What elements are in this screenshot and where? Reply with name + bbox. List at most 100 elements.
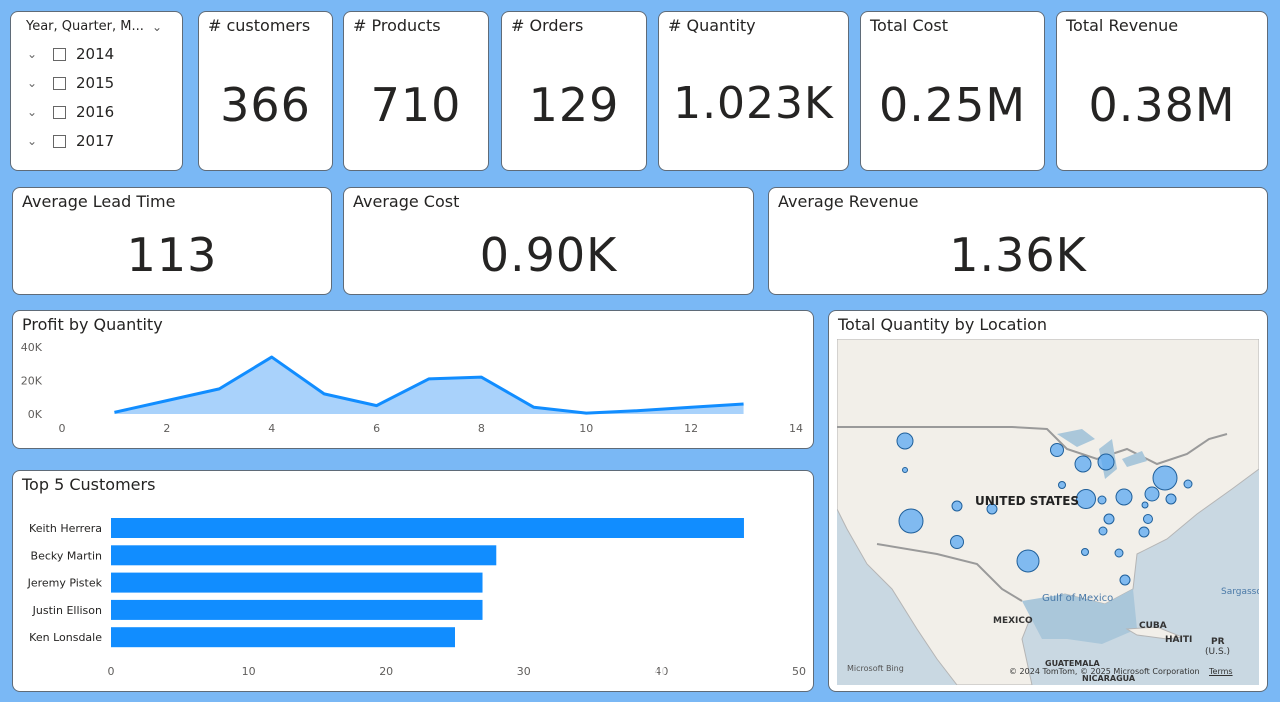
- kpi-average-revenue: Average Revenue 1.36K: [768, 187, 1268, 295]
- x-tick-label: 10: [242, 665, 256, 678]
- data-point[interactable]: [322, 392, 326, 396]
- map-canvas[interactable]: UNITED STATES Gulf of Mexico MEXICO CUBA…: [837, 339, 1259, 685]
- x-tick-label: 6: [373, 422, 380, 435]
- x-tick-label: 0: [108, 665, 115, 678]
- bubble: [1143, 514, 1153, 524]
- bubble: [1144, 486, 1160, 502]
- bar[interactable]: [111, 518, 744, 538]
- great-lakes: [1057, 429, 1147, 479]
- category-label: Keith Herrera: [29, 522, 102, 535]
- bubble: [1114, 548, 1124, 558]
- checkbox[interactable]: [53, 76, 66, 90]
- data-point[interactable]: [427, 377, 431, 381]
- data-point[interactable]: [742, 402, 746, 406]
- slicer-item-2015[interactable]: ⌄ 2015: [27, 72, 114, 94]
- slicer-item-2017[interactable]: ⌄ 2017: [27, 130, 114, 152]
- kpi-title: # customers: [208, 16, 311, 35]
- checkbox[interactable]: [53, 47, 66, 61]
- chart-title: Profit by Quantity: [22, 315, 163, 334]
- category-label: Justin Ellison: [32, 604, 102, 617]
- kpi-value: 1.023K: [673, 78, 834, 129]
- quantity-by-location-map[interactable]: Total Quantity by Location: [828, 310, 1268, 692]
- bubble: [1097, 495, 1107, 505]
- x-tick-label: 10: [579, 422, 593, 435]
- kpi-title: Average Cost: [353, 192, 460, 211]
- data-point[interactable]: [165, 399, 169, 403]
- data-point[interactable]: [637, 409, 641, 413]
- kpi-products: # Products 710: [343, 11, 489, 171]
- kpi-value: 710: [370, 78, 462, 132]
- kpi-average-lead-time: Average Lead Time 113: [12, 187, 332, 295]
- kpi-title: Average Lead Time: [22, 192, 176, 211]
- slicer-item-label: 2015: [76, 74, 115, 92]
- kpi-value: 113: [126, 228, 218, 282]
- top-5-customers-chart[interactable]: Top 5 Customers Keith Herrera Becky Marti…: [12, 470, 814, 692]
- kpi-title: # Quantity: [668, 16, 756, 35]
- profit-by-quantity-chart[interactable]: Profit by Quantity 0K 20K 40K 0 2 4 6 8 10 12 14: [12, 310, 814, 449]
- data-point[interactable]: [375, 404, 379, 408]
- slicer-item-label: 2014: [76, 45, 115, 63]
- x-tick-label: 12: [684, 422, 698, 435]
- data-point[interactable]: [112, 410, 116, 414]
- x-tick-label: 8: [478, 422, 485, 435]
- chevron-down-icon[interactable]: ⌄: [27, 47, 38, 61]
- date-slicer[interactable]: Year, Quarter, M... ⌄ ⌄ 2014 ⌄ 2015 ⌄ 20…: [10, 11, 183, 171]
- bar[interactable]: [111, 545, 497, 566]
- chevron-down-icon[interactable]: ⌄: [152, 20, 163, 34]
- bubble: [1076, 489, 1096, 509]
- bar[interactable]: [111, 599, 483, 620]
- data-point[interactable]: [532, 405, 536, 409]
- area-fill: [114, 357, 744, 414]
- bar[interactable]: [111, 572, 483, 593]
- data-point[interactable]: [689, 405, 693, 409]
- kpi-value: 0.38M: [1088, 78, 1236, 132]
- kpi-title: # Orders: [511, 16, 584, 35]
- bubble: [1138, 526, 1150, 538]
- slicer-item-2014[interactable]: ⌄ 2014: [27, 43, 114, 65]
- data-point[interactable]: [217, 387, 221, 391]
- watermark-arabic: مستقل: [562, 608, 731, 662]
- checkbox[interactable]: [53, 134, 66, 148]
- data-point[interactable]: [479, 375, 483, 379]
- bubble: [1152, 465, 1178, 491]
- category-label: Ken Lonsdale: [29, 631, 102, 644]
- category-label: Jeremy Pistek: [27, 577, 103, 590]
- data-point[interactable]: [270, 355, 274, 359]
- chart-title: Total Quantity by Location: [838, 315, 1048, 334]
- bubble: [986, 503, 998, 515]
- cuba-island: [1125, 626, 1184, 640]
- kpi-value: 1.36K: [949, 228, 1087, 282]
- watermark: مستقل mostaql.com: [562, 612, 730, 684]
- kpi-value: 129: [528, 78, 620, 132]
- bubble: [896, 432, 914, 450]
- data-point[interactable]: [584, 411, 588, 415]
- bubble: [1165, 493, 1177, 505]
- x-tick-label: 30: [517, 665, 531, 678]
- x-tick-label: 4: [268, 422, 275, 435]
- chevron-down-icon[interactable]: ⌄: [27, 134, 38, 148]
- kpi-orders: # Orders 129: [501, 11, 647, 171]
- bubble: [1103, 513, 1115, 525]
- kpi-title: Total Cost: [870, 16, 949, 35]
- bar[interactable]: [111, 627, 455, 648]
- x-tick-label: 0: [59, 422, 66, 435]
- bing-logo: Microsoft Bing: [847, 664, 904, 673]
- map-label-pr: PR: [1211, 637, 1225, 647]
- map-terms-link[interactable]: Terms: [1209, 667, 1233, 676]
- kpi-total-revenue: Total Revenue 0.38M: [1056, 11, 1268, 171]
- bubble: [1058, 481, 1066, 489]
- x-tick-label: 40: [654, 665, 668, 678]
- bubble: [898, 508, 924, 534]
- slicer-title: Year, Quarter, M...: [26, 19, 144, 34]
- kpi-title: # Products: [353, 16, 441, 35]
- chevron-down-icon[interactable]: ⌄: [27, 105, 38, 119]
- bubble: [1081, 548, 1089, 556]
- watermark-latin: mostaql.com: [566, 658, 726, 683]
- map-label-guatemala: GUATEMALA: [1045, 659, 1100, 668]
- slicer-item-2016[interactable]: ⌄ 2016: [27, 101, 114, 123]
- checkbox[interactable]: [53, 105, 66, 119]
- location-bubbles: [896, 432, 1193, 586]
- x-tick-label: 2: [163, 422, 170, 435]
- area-chart-svg: 0K 20K 40K 0 2 4 6 8 10 12 14: [21, 341, 803, 435]
- chevron-down-icon[interactable]: ⌄: [27, 76, 38, 90]
